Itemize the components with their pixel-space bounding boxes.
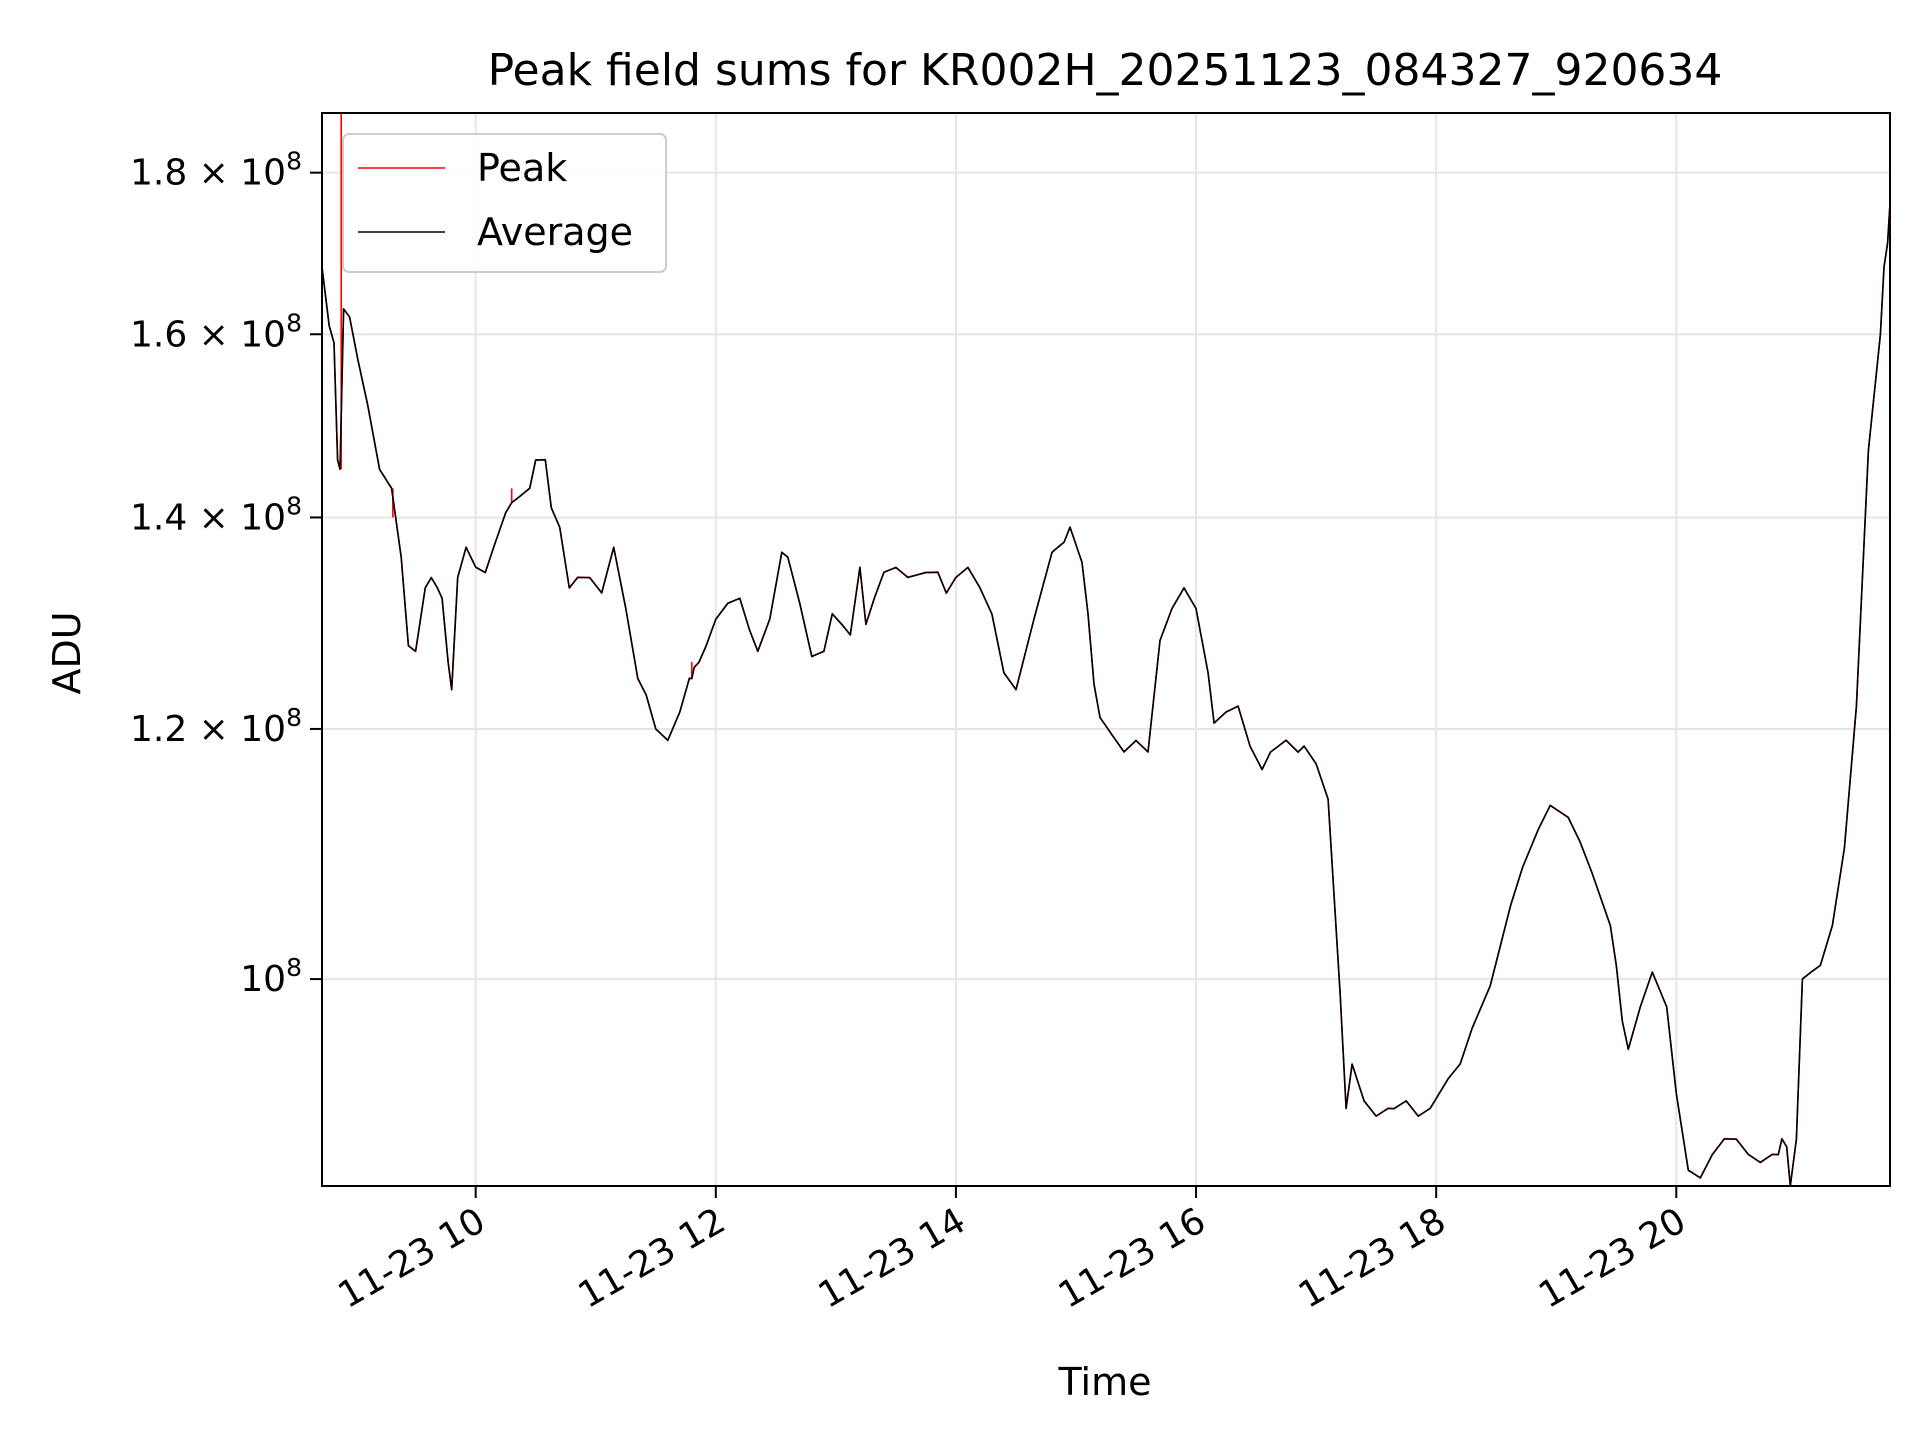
- y-tick-label: 108: [240, 953, 302, 1000]
- y-tick-label: 1.8 × 108: [130, 147, 302, 194]
- legend-label-peak: Peak: [477, 146, 567, 190]
- legend-label-average: Average: [477, 210, 633, 254]
- grid: [322, 113, 1890, 1186]
- y-tick-label: 1.2 × 108: [130, 703, 302, 750]
- y-tick-label: 1.6 × 108: [130, 308, 302, 355]
- series-line-average: [321, 203, 1891, 1187]
- x-axis-label: Time: [1058, 1360, 1152, 1404]
- y-axis: 108 1.2 × 108 1.4 × 108 1.6 × 108 1.8 × 108: [130, 147, 322, 1000]
- chart-title: Peak field sums for KR002H_20251123_0843…: [488, 45, 1723, 96]
- plot-frame: [321, 112, 1891, 1187]
- y-tick-label: 1.4 × 108: [130, 491, 302, 538]
- legend: Peak Average: [342, 133, 667, 273]
- series-layer: [321, 113, 1891, 1187]
- y-axis-label: ADU: [45, 611, 89, 694]
